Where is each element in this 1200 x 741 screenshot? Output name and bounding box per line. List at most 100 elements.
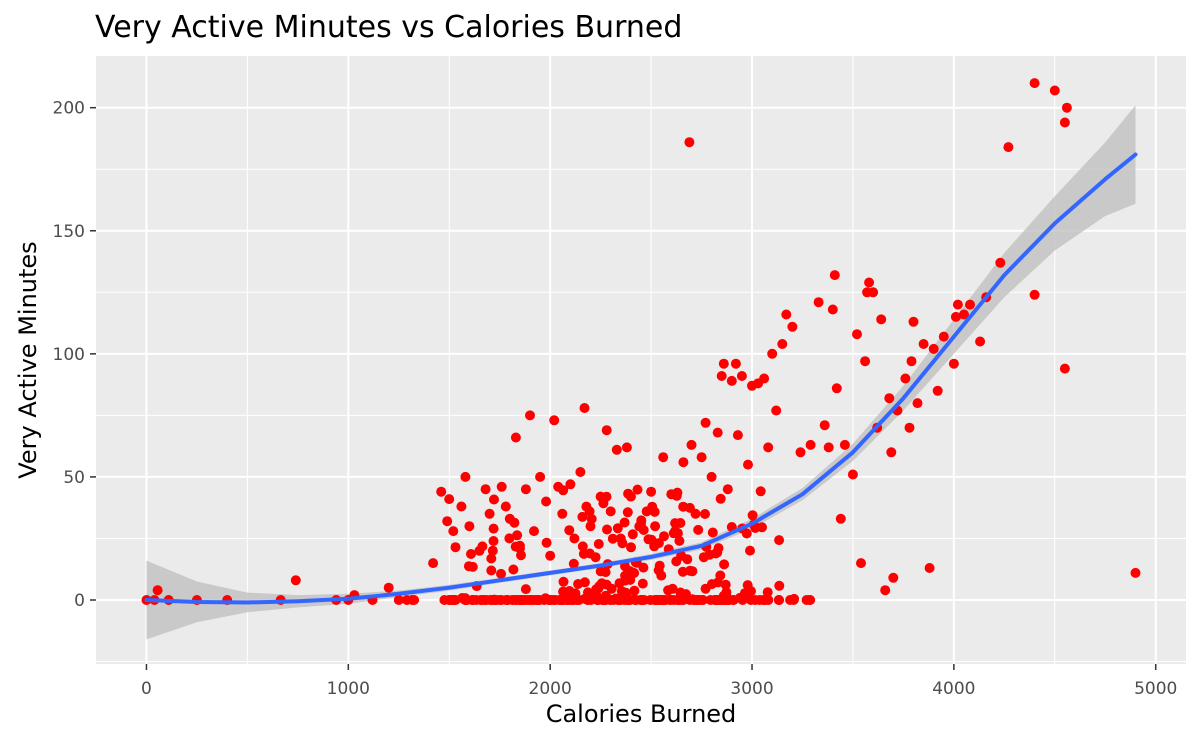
data-point bbox=[383, 582, 394, 593]
data-point bbox=[900, 373, 911, 384]
data-point bbox=[743, 459, 753, 470]
data-point bbox=[819, 420, 830, 431]
data-point bbox=[568, 558, 579, 569]
data-point bbox=[638, 562, 649, 573]
data-point bbox=[529, 526, 539, 537]
data-point bbox=[666, 489, 677, 500]
data-point bbox=[525, 410, 535, 421]
y-axis: 0 50 100 150 200 bbox=[53, 99, 96, 611]
data-point bbox=[827, 304, 838, 315]
data-point bbox=[757, 522, 767, 533]
y-tick-label: 0 bbox=[74, 591, 85, 611]
data-point bbox=[622, 507, 633, 518]
data-point bbox=[1059, 117, 1070, 128]
data-point bbox=[771, 405, 782, 416]
data-point bbox=[678, 457, 689, 468]
data-point bbox=[436, 486, 447, 497]
data-point bbox=[684, 137, 695, 148]
data-point bbox=[659, 531, 669, 542]
data-point bbox=[627, 529, 638, 540]
y-tick-label: 150 bbox=[53, 222, 85, 242]
data-point bbox=[781, 309, 792, 320]
x-tick-label: 2000 bbox=[529, 679, 572, 699]
data-point bbox=[852, 329, 862, 340]
data-point bbox=[152, 585, 163, 596]
data-point bbox=[663, 585, 674, 596]
data-point bbox=[463, 561, 474, 572]
data-point bbox=[637, 595, 648, 605]
data-point bbox=[908, 316, 919, 327]
data-point bbox=[489, 594, 500, 605]
data-point bbox=[700, 509, 710, 519]
data-point bbox=[600, 590, 611, 601]
data-point bbox=[700, 417, 711, 428]
data-point bbox=[876, 314, 887, 325]
data-point bbox=[611, 444, 622, 455]
x-tick-label: 1000 bbox=[327, 679, 370, 699]
data-point bbox=[629, 585, 640, 596]
y-tick-label: 100 bbox=[53, 345, 85, 365]
x-axis-title: Calories Burned bbox=[546, 700, 737, 728]
data-point bbox=[621, 442, 632, 453]
data-point bbox=[615, 533, 626, 544]
data-point bbox=[487, 545, 498, 556]
data-point bbox=[1061, 102, 1072, 113]
data-point bbox=[707, 527, 718, 538]
data-point bbox=[496, 481, 507, 492]
data-point bbox=[541, 496, 552, 507]
data-point bbox=[460, 593, 471, 604]
data-point bbox=[856, 558, 866, 569]
data-point bbox=[606, 583, 617, 594]
x-tick-label: 5000 bbox=[1134, 679, 1177, 699]
data-point bbox=[1029, 78, 1040, 89]
data-point bbox=[520, 484, 531, 495]
data-point bbox=[488, 523, 499, 534]
data-point bbox=[948, 358, 959, 369]
data-point bbox=[456, 501, 467, 512]
data-point bbox=[755, 486, 766, 497]
data-point bbox=[486, 565, 497, 576]
data-point bbox=[715, 570, 726, 581]
data-point bbox=[718, 590, 729, 601]
data-point bbox=[912, 398, 923, 409]
data-point bbox=[428, 558, 439, 569]
data-point bbox=[486, 553, 497, 564]
data-point bbox=[767, 348, 778, 359]
data-point bbox=[541, 537, 552, 548]
data-point bbox=[540, 593, 551, 604]
data-point bbox=[625, 491, 636, 502]
data-point bbox=[577, 511, 588, 522]
data-point bbox=[626, 542, 636, 553]
data-point bbox=[773, 595, 784, 605]
x-tick-label: 0 bbox=[141, 679, 152, 699]
data-point bbox=[393, 595, 404, 605]
data-point bbox=[718, 358, 729, 369]
data-point bbox=[584, 506, 595, 517]
data-point bbox=[488, 536, 499, 546]
data-point bbox=[532, 595, 543, 605]
data-point bbox=[647, 501, 658, 512]
data-point bbox=[500, 501, 511, 512]
data-point bbox=[693, 524, 704, 535]
data-point bbox=[886, 447, 897, 458]
data-point bbox=[409, 595, 420, 605]
data-point bbox=[918, 339, 929, 349]
data-point bbox=[906, 356, 917, 367]
data-point bbox=[884, 393, 895, 404]
data-point bbox=[636, 518, 646, 529]
data-point bbox=[787, 321, 798, 332]
data-point bbox=[510, 432, 521, 443]
data-point bbox=[589, 592, 600, 603]
data-point bbox=[575, 467, 586, 477]
data-point bbox=[401, 595, 412, 605]
data-point bbox=[649, 541, 660, 552]
data-point bbox=[545, 550, 556, 561]
data-point bbox=[442, 516, 453, 527]
data-point bbox=[805, 439, 816, 450]
data-point bbox=[1130, 567, 1141, 578]
x-tick-label: 4000 bbox=[932, 679, 975, 699]
data-point bbox=[514, 540, 525, 551]
data-point bbox=[613, 594, 624, 605]
data-point bbox=[754, 595, 765, 605]
data-point bbox=[553, 481, 564, 492]
